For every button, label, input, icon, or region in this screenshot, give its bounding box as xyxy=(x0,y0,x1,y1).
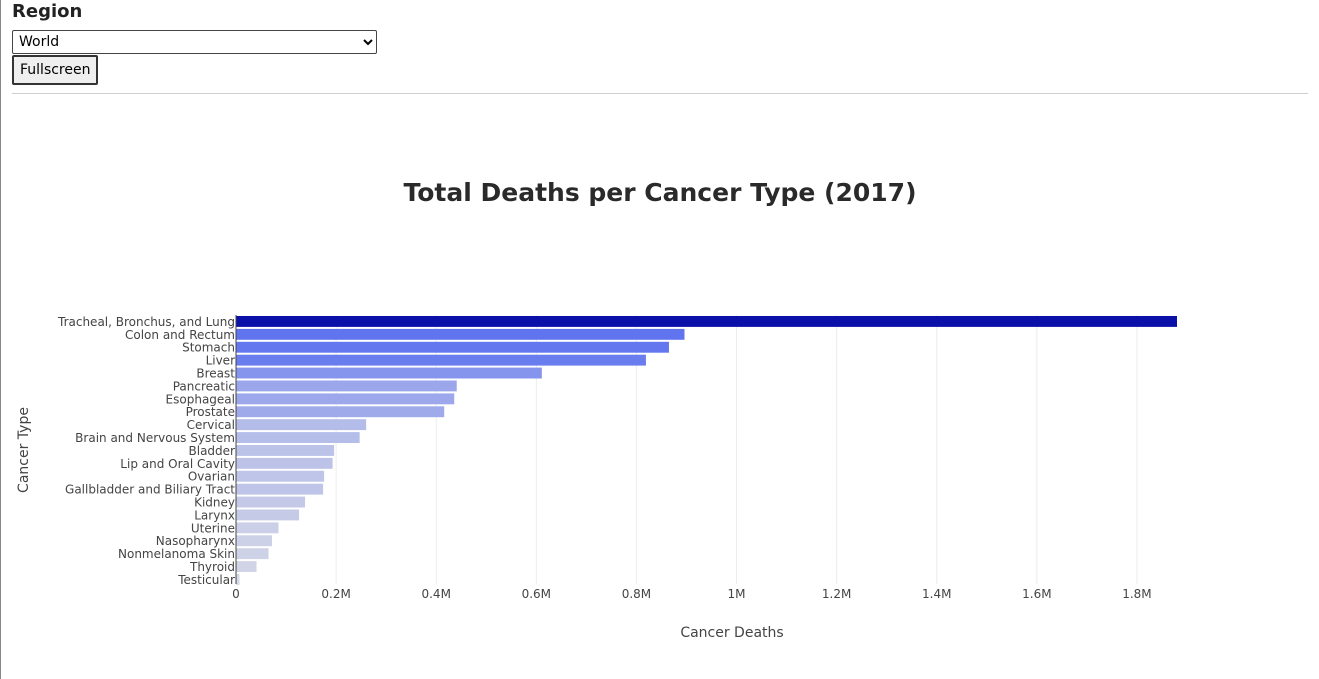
y-tick-label: Tracheal, Bronchus, and Lung xyxy=(57,315,235,329)
fullscreen-button[interactable]: Fullscreen xyxy=(12,55,99,85)
x-tick-label: 0.6M xyxy=(522,587,551,601)
bar[interactable] xyxy=(236,406,445,418)
x-tick-label: 0.4M xyxy=(421,587,450,601)
x-tick-label: 1M xyxy=(728,587,746,601)
bar[interactable] xyxy=(236,341,669,353)
y-tick-label: Uterine xyxy=(191,521,235,535)
y-tick-label: Larynx xyxy=(194,508,235,522)
bar[interactable] xyxy=(236,316,1177,327)
x-tick-label: 1.2M xyxy=(822,587,851,601)
x-tick-label: 1.4M xyxy=(922,587,951,601)
y-tick-label: Testicular xyxy=(177,573,235,587)
bar[interactable] xyxy=(236,548,269,560)
bar[interactable] xyxy=(236,354,646,366)
bar[interactable] xyxy=(236,522,279,534)
bar[interactable] xyxy=(236,470,325,482)
bar[interactable] xyxy=(236,561,257,572)
region-label: Region xyxy=(12,1,83,22)
y-tick-label: Ovarian xyxy=(188,470,235,484)
bar[interactable] xyxy=(236,457,333,469)
x-tick-label: 0.8M xyxy=(622,587,651,601)
region-select[interactable]: World xyxy=(12,30,377,54)
y-axis-title: Cancer Type xyxy=(16,407,32,493)
y-tick-label: Thyroid xyxy=(189,560,235,574)
x-tick-label: 0.2M xyxy=(321,587,350,601)
divider xyxy=(12,93,1308,94)
x-tick-label: 0 xyxy=(232,587,240,601)
controls-panel: Region World Fullscreen xyxy=(12,0,377,85)
y-tick-label: Pancreatic xyxy=(173,379,235,393)
bars xyxy=(236,316,1177,585)
y-tick-label: Prostate xyxy=(186,405,235,419)
bar[interactable] xyxy=(236,432,360,443)
y-tick-label: Gallbladder and Biliary Tract xyxy=(65,483,235,497)
x-tick-labels: 0 0.2M 0.4M 0.6M 0.8M 1M 1.2M 1.4M 1.6M 1.8M xyxy=(232,587,1151,601)
y-tick-label: Nasopharynx xyxy=(156,534,235,548)
bar[interactable] xyxy=(236,419,367,431)
x-tick-label: 1.6M xyxy=(1022,587,1051,601)
y-tick-label: Stomach xyxy=(182,341,235,355)
y-tick-label: Cervical xyxy=(187,418,235,432)
bar[interactable] xyxy=(236,445,335,456)
chart-title: Total Deaths per Cancer Type (2017) xyxy=(404,178,917,207)
bar[interactable] xyxy=(236,328,685,340)
bar[interactable] xyxy=(236,380,457,392)
y-tick-label: Esophageal xyxy=(166,392,235,406)
bar[interactable] xyxy=(236,509,300,521)
bar[interactable] xyxy=(236,535,273,547)
bar[interactable] xyxy=(236,574,240,585)
y-tick-label: Bladder xyxy=(189,444,236,458)
bar[interactable] xyxy=(236,393,455,405)
bar[interactable] xyxy=(236,496,306,508)
y-tick-label: Brain and Nervous System xyxy=(75,431,235,445)
x-axis-title: Cancer Deaths xyxy=(680,625,783,641)
x-tick-label: 1.8M xyxy=(1122,587,1151,601)
bar[interactable] xyxy=(236,483,324,495)
y-tick-label: Nonmelanoma Skin xyxy=(118,547,235,561)
y-tick-label: Liver xyxy=(206,354,236,368)
y-tick-label: Kidney xyxy=(194,496,235,510)
y-tick-label: Lip and Oral Cavity xyxy=(120,457,235,471)
y-tick-label: Breast xyxy=(196,367,235,381)
bar[interactable] xyxy=(236,367,542,379)
chart: Total Deaths per Cancer Type (2017) Trac… xyxy=(16,178,1177,641)
y-tick-label: Colon and Rectum xyxy=(125,328,235,342)
